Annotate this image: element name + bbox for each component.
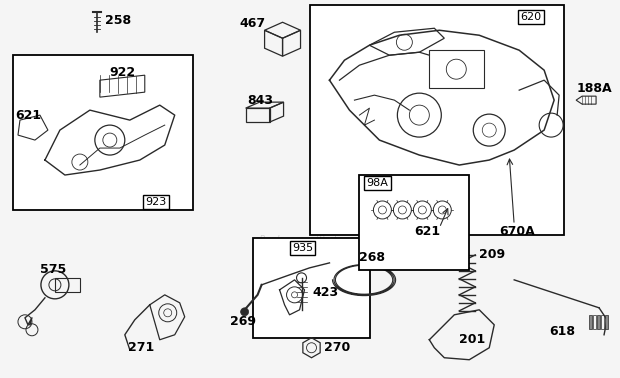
Text: 843: 843: [247, 94, 273, 107]
Text: 618: 618: [549, 325, 575, 338]
Text: 201: 201: [459, 333, 485, 346]
Text: 423: 423: [312, 287, 339, 299]
Bar: [309, 5, 564, 235]
Bar: [593, 315, 596, 329]
Text: 269: 269: [229, 315, 255, 328]
Polygon shape: [329, 30, 554, 165]
Bar: [13, 55, 193, 210]
Text: 621: 621: [15, 108, 41, 122]
Bar: [589, 315, 592, 329]
Text: 270: 270: [324, 341, 351, 354]
Bar: [605, 315, 608, 329]
Bar: [252, 238, 370, 338]
Bar: [360, 175, 469, 270]
Bar: [55, 278, 80, 292]
Text: 258: 258: [105, 14, 131, 27]
Bar: [601, 315, 604, 329]
Text: 620: 620: [521, 12, 542, 22]
Text: 467: 467: [239, 17, 266, 30]
Bar: [429, 50, 484, 88]
Text: 670A: 670A: [499, 225, 535, 239]
Text: 575: 575: [40, 263, 66, 276]
Circle shape: [241, 308, 249, 316]
Text: 98A: 98A: [366, 178, 388, 188]
Text: 188A: 188A: [576, 82, 612, 94]
Text: 621: 621: [414, 225, 440, 239]
Text: 209: 209: [479, 248, 505, 262]
Text: eReplacementParts.com: eReplacementParts.com: [255, 235, 365, 245]
Text: 271: 271: [128, 341, 154, 354]
Text: 268: 268: [360, 251, 386, 264]
Text: 935: 935: [292, 243, 313, 253]
Text: 923: 923: [145, 197, 166, 207]
Bar: [597, 315, 600, 329]
Text: 922: 922: [110, 66, 136, 79]
